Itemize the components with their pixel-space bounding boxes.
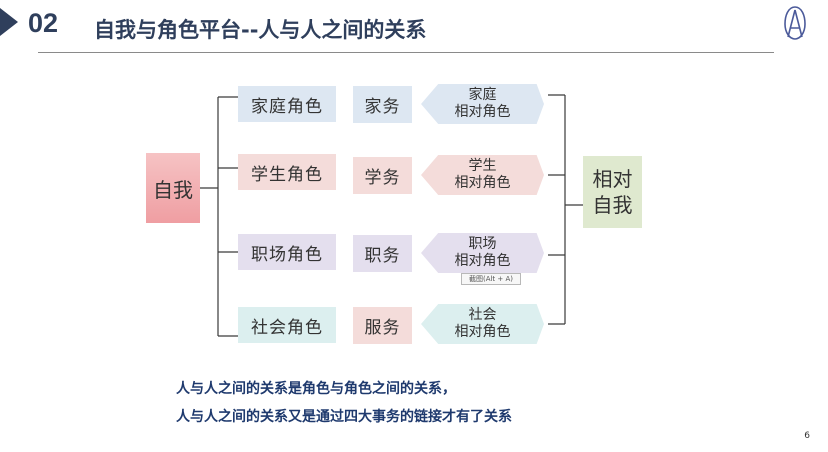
relation-box-family: 家庭 相对角色 xyxy=(421,84,544,124)
relative-self-label-line1: 相对 xyxy=(592,167,633,191)
page-title: 自我与角色平台--人与人之间的关系 xyxy=(94,18,427,42)
relation-label-line2: 相对角色 xyxy=(454,104,511,120)
role-label: 家庭角色 xyxy=(251,96,323,117)
self-box: 自我 xyxy=(146,153,200,223)
header-divider xyxy=(38,52,774,53)
relation-label-line1: 学生 xyxy=(468,158,497,174)
role-label: 社会角色 xyxy=(251,317,323,338)
relation-label-line2: 相对角色 xyxy=(454,253,511,269)
duty-box-family: 家务 xyxy=(353,86,412,123)
self-label: 自我 xyxy=(153,177,193,202)
role-box-family: 家庭角色 xyxy=(238,86,336,122)
duty-box-society: 服务 xyxy=(353,307,412,344)
logo-icon xyxy=(784,6,806,40)
relation-box-society: 社会 相对角色 xyxy=(421,304,544,344)
duty-label: 职务 xyxy=(364,246,401,266)
relation-label-line1: 职场 xyxy=(468,236,497,252)
duty-box-student: 学务 xyxy=(353,157,412,194)
relative-self-label-line2: 自我 xyxy=(592,193,633,217)
role-box-society: 社会角色 xyxy=(238,307,336,343)
relation-label-line1: 家庭 xyxy=(468,87,497,103)
role-label: 学生角色 xyxy=(251,164,323,185)
section-number: 02 xyxy=(28,8,59,38)
relation-label-line2: 相对角色 xyxy=(454,324,511,340)
relation-box-student: 学生 相对角色 xyxy=(421,155,544,195)
relation-label-line2: 相对角色 xyxy=(454,175,511,191)
corner-triangle-icon xyxy=(0,8,18,36)
role-box-student: 学生角色 xyxy=(238,154,336,190)
relation-label-line1: 社会 xyxy=(468,307,497,323)
duty-label: 家务 xyxy=(364,97,401,117)
role-box-workplace: 职场角色 xyxy=(238,234,336,270)
summary-line-1: 人与人之间的关系是角色与角色之间的关系， xyxy=(176,381,456,397)
screenshot-tooltip: 截图(Alt + A) xyxy=(461,273,521,285)
relative-self-box: 相对 自我 xyxy=(583,156,642,228)
duty-box-workplace: 职务 xyxy=(353,235,412,272)
duty-label: 服务 xyxy=(364,318,401,338)
page-number: 6 xyxy=(804,431,810,441)
duty-label: 学务 xyxy=(364,168,401,188)
relation-box-workplace: 职场 相对角色 xyxy=(421,233,544,273)
role-label: 职场角色 xyxy=(251,244,323,265)
summary-line-2: 人与人之间的关系又是通过四大事务的链接才有了关系 xyxy=(176,409,512,425)
